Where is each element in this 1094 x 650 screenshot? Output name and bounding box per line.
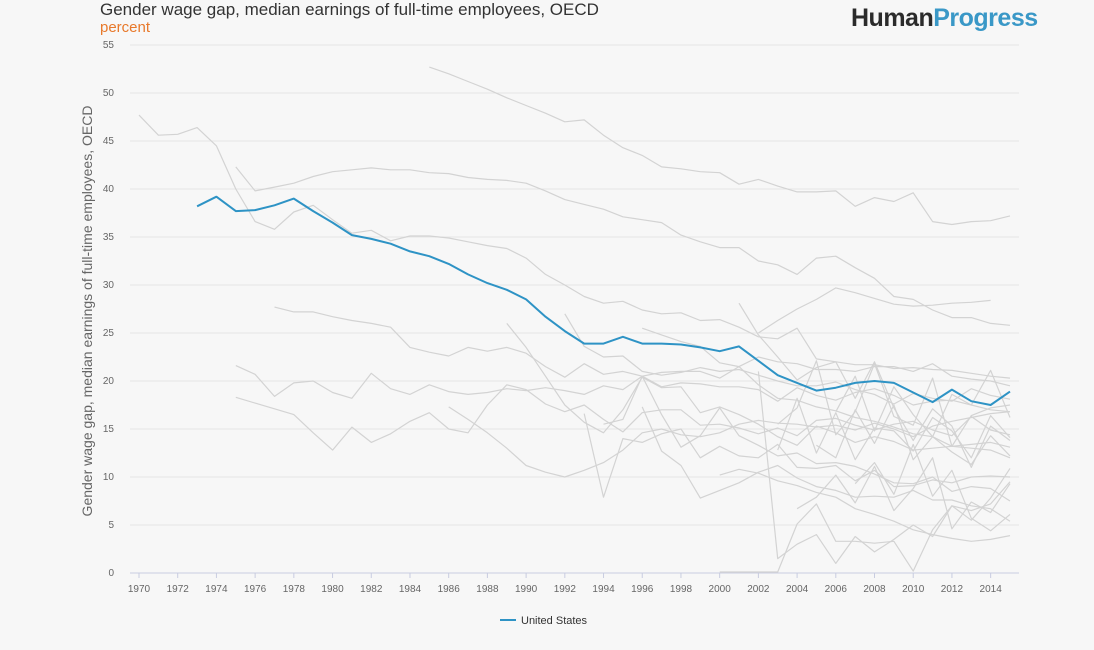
y-tick-label: 10 xyxy=(103,472,115,483)
x-tick-label: 1978 xyxy=(283,584,306,595)
y-tick-label: 45 xyxy=(103,136,115,147)
chart-subtitle: percent xyxy=(100,19,151,36)
x-tick-label: 2008 xyxy=(863,584,886,595)
y-axis-ticks: 0 5 10 15 20 25 30 35 40 45 50 55 xyxy=(103,40,115,579)
x-tick-label: 1970 xyxy=(128,584,151,595)
series-line-14[interactable] xyxy=(719,468,1011,542)
other-countries-series[interactable] xyxy=(138,66,1011,573)
x-tick-label: 2012 xyxy=(941,584,964,595)
chart-title: Gender wage gap, median earnings of full… xyxy=(100,0,599,19)
y-tick-label: 20 xyxy=(103,376,115,387)
x-tick-label: 1998 xyxy=(670,584,693,595)
y-tick-label: 25 xyxy=(103,328,115,339)
series-line-8[interactable] xyxy=(448,406,1011,478)
legend[interactable]: United States xyxy=(500,615,588,627)
humanprogress-logo[interactable]: HumanProgress xyxy=(851,4,1038,33)
series-line-6[interactable] xyxy=(235,365,1011,413)
x-tick-label: 1984 xyxy=(399,584,422,595)
series-line-9[interactable] xyxy=(506,323,1011,451)
y-tick-label: 50 xyxy=(103,88,115,99)
legend-label-united-states: United States xyxy=(521,615,588,627)
x-tick-label: 2000 xyxy=(709,584,732,595)
x-tick-label: 2002 xyxy=(747,584,770,595)
y-tick-label: 5 xyxy=(108,520,114,531)
series-line-13[interactable] xyxy=(641,406,1011,522)
y-tick-label: 30 xyxy=(103,280,115,291)
x-tick-label: 1982 xyxy=(360,584,383,595)
series-line-19[interactable] xyxy=(777,360,1011,447)
series-line-23[interactable] xyxy=(816,404,1011,466)
series-line-24[interactable] xyxy=(854,443,1011,532)
gridlines xyxy=(130,44,1019,574)
series-line-15[interactable] xyxy=(642,327,1011,459)
series-line-18[interactable] xyxy=(719,468,1011,573)
x-axis-ticks: 1970 1972 1974 1976 1978 1980 1982 1984 1986 1988… xyxy=(128,573,1002,595)
y-tick-label: 40 xyxy=(103,184,115,195)
y-tick-label: 55 xyxy=(103,40,115,51)
x-tick-label: 1990 xyxy=(515,584,538,595)
logo-part-progress: Progress xyxy=(933,4,1038,32)
series-line-2[interactable] xyxy=(429,66,1011,226)
x-tick-label: 1974 xyxy=(205,584,228,595)
series-line-21[interactable] xyxy=(796,457,1011,530)
series-line-22[interactable] xyxy=(835,369,1011,438)
x-tick-label: 1986 xyxy=(438,584,461,595)
series-line-5[interactable] xyxy=(274,306,1011,387)
x-tick-label: 2004 xyxy=(786,584,809,595)
series-line-16[interactable] xyxy=(738,302,1011,468)
series-line-4[interactable] xyxy=(758,287,991,334)
x-tick-label: 2010 xyxy=(902,584,925,595)
y-tick-label: 15 xyxy=(103,424,115,435)
x-tick-label: 1994 xyxy=(592,584,615,595)
x-tick-label: 1980 xyxy=(321,584,344,595)
x-tick-label: 2014 xyxy=(980,584,1003,595)
x-tick-label: 1988 xyxy=(476,584,499,595)
series-line-7[interactable] xyxy=(235,384,1011,451)
y-tick-label: 35 xyxy=(103,232,115,243)
x-tick-label: 1976 xyxy=(244,584,267,595)
united-states-series[interactable] xyxy=(196,195,1011,406)
y-axis-label: Gender wage gap, median earnings of full… xyxy=(79,106,95,517)
series-line-10[interactable] xyxy=(564,313,1011,405)
series-line-1[interactable] xyxy=(138,114,1011,379)
x-tick-label: 1996 xyxy=(631,584,654,595)
y-tick-label: 0 xyxy=(108,568,114,579)
series-line-20[interactable] xyxy=(777,397,1011,461)
x-tick-label: 1992 xyxy=(554,584,577,595)
logo-part-human: Human xyxy=(851,4,934,32)
series-line-united-states[interactable] xyxy=(196,195,1011,406)
series-line-3[interactable] xyxy=(235,166,1011,326)
x-tick-label: 2006 xyxy=(825,584,848,595)
x-tick-label: 1972 xyxy=(167,584,190,595)
